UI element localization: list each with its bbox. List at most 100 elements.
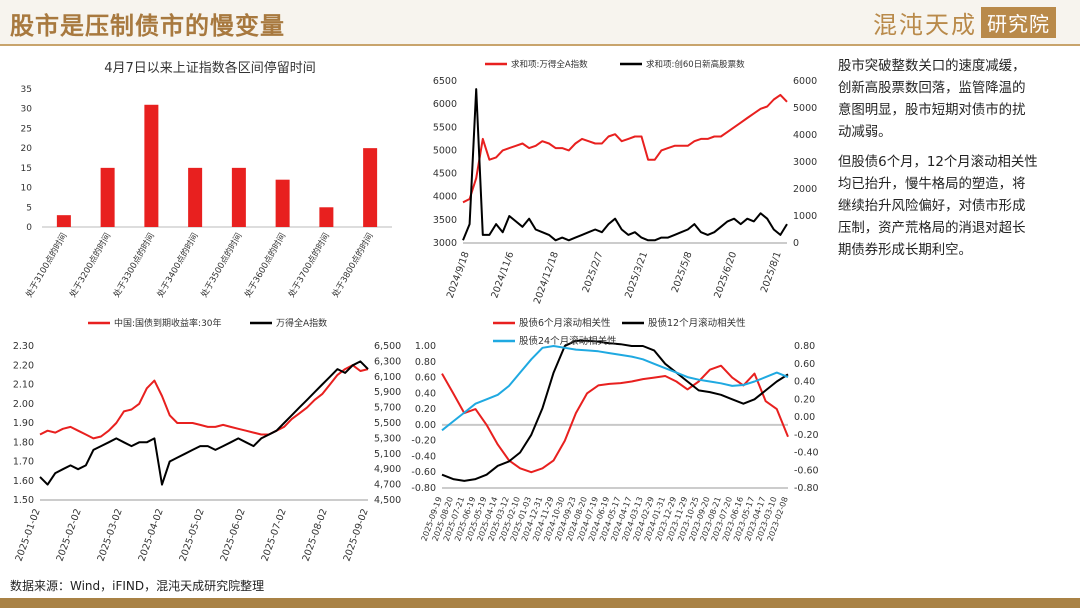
- yield-y-right-tick-label: 5,900: [374, 387, 401, 398]
- newhigh-y-right-tick-label: 0: [793, 238, 799, 249]
- newhigh-x-tick-label: 2025/8/1: [759, 250, 784, 294]
- newhigh-series-line: [462, 93, 788, 204]
- yield-y-left-tick-label: 2.10: [13, 380, 34, 391]
- bar-x-tick-label: 处于3200点的时间: [67, 231, 113, 299]
- logo-brand: 混沌天成: [873, 10, 977, 39]
- newhigh-y-left-tick-label: 5000: [433, 145, 457, 156]
- yield-y-right-tick-label: 4,500: [374, 495, 401, 506]
- corr-y-right-tick-label: -0.20: [794, 430, 819, 441]
- yield-y-right-tick-label: 4,700: [374, 480, 401, 491]
- newhigh-series-line: [462, 88, 788, 242]
- yield-y-left-tick-label: 2.20: [13, 360, 34, 371]
- commentary-line: 但股债6个月，12个月滚动相关性: [838, 155, 1038, 170]
- yield-x-tick-label: 2025-05-02: [178, 507, 207, 563]
- bar-y-tick-label: 20: [21, 144, 33, 154]
- bar-x-tick-label: 处于3800点的时间: [330, 231, 376, 299]
- yield-y-right-tick-label: 5,300: [374, 433, 401, 444]
- newhigh-legend-label: 求和项:创60日新高股票数: [646, 59, 745, 70]
- yield-x-tick-label: 2025-09-02: [342, 507, 371, 563]
- yield-x-tick-label: 2025-07-02: [260, 507, 289, 563]
- newhigh-y-left-tick-label: 6000: [433, 99, 457, 110]
- source-note: 数据来源：Wind，iFIND，混沌天成研究院整理: [10, 579, 265, 593]
- commentary-line: 压制，资产荒格局的消退对超长: [838, 221, 1026, 236]
- newhigh-x-tick-label: 2024/12/18: [532, 250, 561, 305]
- newhigh-x-tick-label: 2025/2/7: [581, 250, 606, 294]
- corr-y-left-tick-label: 0.40: [415, 388, 436, 399]
- yield-x-tick-label: 2025-04-02: [137, 507, 166, 563]
- corr-y-right-tick-label: -0.60: [794, 465, 819, 476]
- newhigh-legend-label: 求和项:万得全A指数: [511, 59, 588, 70]
- logo-box: 研究院: [981, 6, 1056, 38]
- bar-chart-title: 4月7日以来上证指数各区间停留时间: [104, 60, 316, 76]
- bar: [275, 179, 290, 227]
- yield-y-right-tick-label: 4,900: [374, 464, 401, 475]
- corr-y-right-tick-label: 0.20: [794, 394, 815, 405]
- bar: [363, 148, 378, 227]
- yield-x-tick-label: 2025-02-02: [55, 507, 84, 563]
- corr-y-left-tick-label: 0.00: [415, 420, 436, 431]
- commentary-paragraph-1: 股市突破整数关口的速度减缓， 创新高股票数回落，监管降温的 意图明显，股市短期对债市…: [838, 56, 1070, 144]
- corr-y-left-tick-label: -0.20: [411, 436, 436, 447]
- bar-x-tick-label: 处于3400点的时间: [155, 231, 201, 299]
- newhigh-y-left-tick-label: 3500: [433, 215, 457, 226]
- commentary-line: 继续抬升风险偏好，对债市形成: [838, 199, 1026, 214]
- bar: [188, 167, 203, 227]
- yield-series-line: [39, 364, 369, 440]
- newhigh-x-tick-label: 2024/9/18: [445, 250, 472, 300]
- yield-y-right-tick-label: 5,700: [374, 403, 401, 414]
- corr-y-left-tick-label: 0.20: [415, 404, 436, 415]
- newhigh-x-tick-label: 2025/5/8: [670, 250, 695, 294]
- newhigh-y-left-tick-label: 6500: [433, 76, 457, 87]
- newhigh-x-tick-label: 2024/11/6: [489, 250, 516, 300]
- corr-y-right-tick-label: 0.80: [794, 341, 815, 352]
- yield-x-tick-label: 2025-03-02: [96, 507, 125, 563]
- corr-series-line: [441, 364, 789, 474]
- yield-y-right-tick-label: 6,300: [374, 356, 401, 367]
- corr-y-right-tick-label: 0.60: [794, 359, 815, 370]
- bar-y-tick-label: 15: [21, 164, 32, 174]
- yield-y-left-tick-label: 1.80: [13, 437, 34, 448]
- yield-y-right-tick-label: 6,500: [374, 341, 401, 352]
- bar: [56, 215, 71, 227]
- bar: [319, 207, 334, 227]
- corr-y-left-tick-label: 1.00: [415, 341, 436, 352]
- bar-x-tick-label: 处于3700点的时间: [286, 231, 332, 299]
- corr-series-line: [441, 339, 789, 482]
- bar-y-tick-label: 5: [26, 203, 32, 213]
- corr-y-right-tick-label: 0.40: [794, 377, 815, 388]
- corr-y-right-tick-label: 0.00: [794, 412, 815, 423]
- newhigh-y-right-tick-label: 4000: [793, 130, 817, 141]
- newhigh-x-tick-label: 2025/6/20: [712, 250, 739, 300]
- newhigh-y-right-tick-label: 3000: [793, 157, 817, 168]
- bar-y-tick-label: 0: [26, 223, 32, 233]
- corr-y-left-tick-label: -0.40: [411, 451, 436, 462]
- newhigh-y-left-tick-label: 4500: [433, 169, 457, 180]
- commentary-line: 创新高股票数回落，监管降温的: [838, 81, 1026, 96]
- bar: [231, 167, 246, 227]
- header-rule: [0, 44, 1080, 46]
- bar-x-tick-label: 处于3500点的时间: [199, 231, 245, 299]
- bar-x-tick-label: 处于3600点的时间: [242, 231, 288, 299]
- bar-y-tick-label: 30: [21, 105, 33, 115]
- corr-legend-label: 股债12个月滚动相关性: [648, 317, 746, 329]
- bar: [100, 167, 115, 227]
- commentary-paragraph-2: 但股债6个月，12个月滚动相关性 均已抬升，慢牛格局的塑造，将 继续抬升风险偏好，对…: [838, 152, 1070, 262]
- corr-y-left-tick-label: 0.80: [415, 357, 436, 368]
- footer-bar: [0, 598, 1080, 608]
- yield-x-tick-label: 2025-01-02: [14, 507, 43, 563]
- yield-y-left-tick-label: 1.90: [13, 418, 34, 429]
- corr-y-left-tick-label: -0.80: [411, 483, 436, 494]
- corr-legend-label: 股债24个月滚动相关性: [519, 335, 617, 347]
- commentary-line: 动减弱。: [838, 125, 892, 140]
- yield-y-left-tick-label: 1.50: [13, 495, 34, 506]
- corr-y-right-tick-label: -0.80: [794, 483, 819, 494]
- newhigh-y-right-tick-label: 2000: [793, 184, 817, 195]
- yield-y-right-tick-label: 5,100: [374, 449, 401, 460]
- newhigh-y-right-tick-label: 5000: [793, 103, 817, 114]
- newhigh-y-right-tick-label: 6000: [793, 76, 817, 87]
- newhigh-y-right-tick-label: 1000: [793, 211, 817, 222]
- yield-y-right-tick-label: 6,100: [374, 372, 401, 383]
- commentary-line: 期债券形成长期利空。: [838, 243, 972, 258]
- yield-y-right-tick-label: 5,500: [374, 418, 401, 429]
